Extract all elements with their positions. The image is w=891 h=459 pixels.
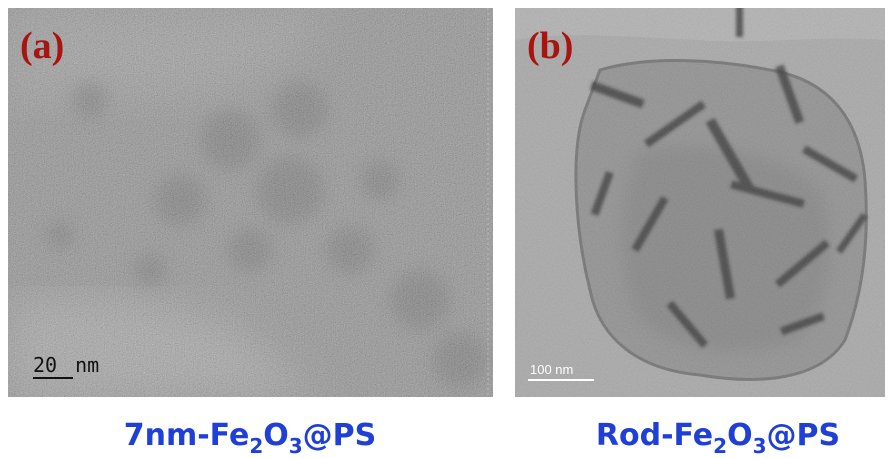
caption: Rod-Fe2O3@PS — [596, 418, 840, 458]
scale-bar-label: 100 nm — [530, 362, 573, 377]
caption-part: @PS — [767, 418, 841, 453]
caption: 7nm-Fe2O3@PS — [124, 418, 377, 458]
caption-sub: 3 — [289, 434, 303, 458]
panel-label: (b) — [527, 25, 573, 67]
scale-bar-label: 20 nm — [33, 353, 99, 377]
panel-label: (a) — [20, 25, 64, 67]
caption-part: 7nm-Fe — [124, 418, 250, 453]
caption-sub: 3 — [753, 434, 767, 458]
caption-sub: 2 — [249, 434, 263, 458]
tem-image-a — [8, 8, 493, 397]
caption-sub: 2 — [713, 434, 727, 458]
caption-part: O — [263, 418, 289, 453]
caption-part: O — [727, 418, 753, 453]
figure: (a) 20 nm (b) 100 nm 7nm-Fe2O3@PS Rod- — [0, 0, 891, 459]
caption-part: Rod-Fe — [596, 418, 713, 453]
caption-part: @PS — [303, 418, 377, 453]
